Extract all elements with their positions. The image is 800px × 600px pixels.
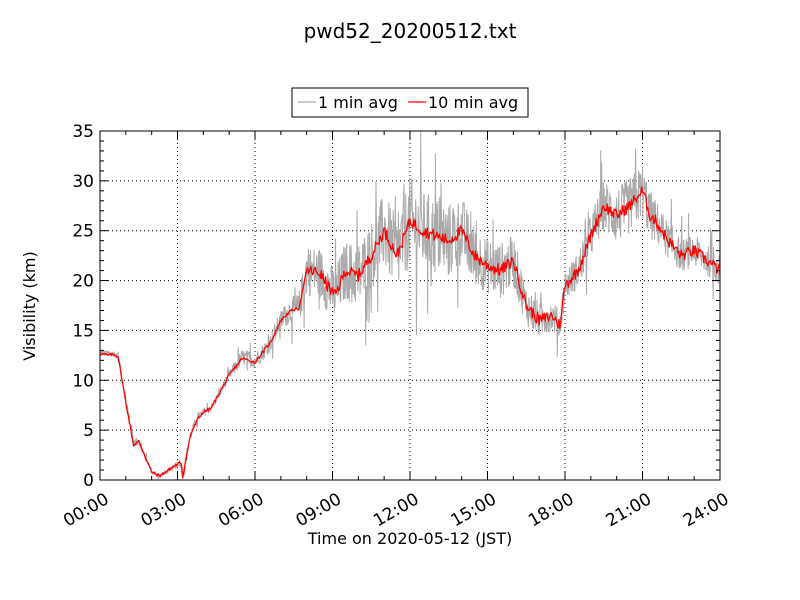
y-tick-label: 20	[72, 272, 94, 292]
series-line-10min-avg	[99, 186, 721, 479]
y-tick-label: 10	[72, 371, 94, 391]
y-tick-label: 35	[72, 122, 94, 142]
series-layer	[99, 130, 721, 480]
legend: 1 min avg 10 min avg	[291, 87, 529, 118]
x-axis-label: Time on 2020-05-12 (JST)	[307, 529, 512, 548]
y-tick-label: 15	[72, 321, 94, 341]
y-tick-label: 25	[72, 222, 94, 242]
legend-label-1min: 1 min avg	[318, 93, 398, 112]
y-tick-label: 5	[83, 421, 94, 441]
legend-label-10min: 10 min avg	[428, 93, 518, 112]
grid-lines	[100, 131, 720, 480]
y-tick-label: 30	[72, 172, 94, 192]
y-tick-label: 0	[83, 471, 94, 491]
chart-title: pwd52_20200512.txt	[304, 19, 517, 43]
y-axis-label: Visibility (km)	[20, 251, 39, 360]
axis-ticks	[99, 130, 721, 481]
y-tick-labels: 0 5 10 15 20 25 30 35	[72, 122, 94, 491]
